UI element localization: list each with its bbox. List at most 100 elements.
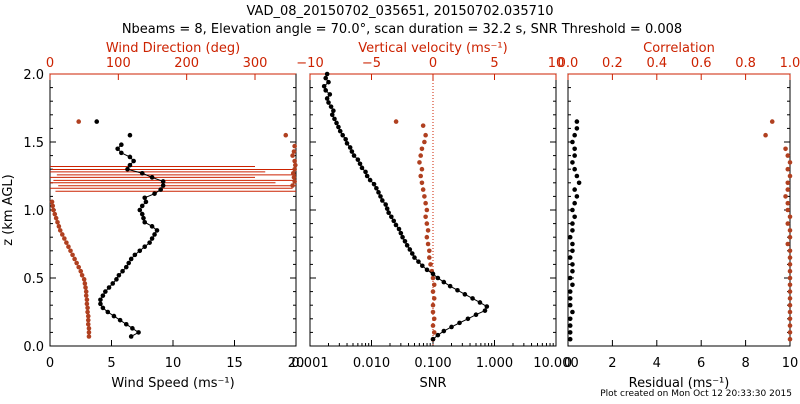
vertical-velocity-point <box>427 255 432 260</box>
x-tick-label-top: −10 <box>296 56 323 71</box>
residual-point <box>570 160 575 165</box>
wind-speed-point <box>98 297 103 303</box>
wind-direction-point <box>64 240 69 245</box>
wind-speed-point <box>127 154 133 160</box>
snr-point <box>416 259 421 264</box>
vertical-velocity-point <box>424 221 430 226</box>
snr-point <box>324 96 330 101</box>
residual-point <box>572 187 577 192</box>
wind-direction-point <box>72 256 77 262</box>
wind-direction-upper-point <box>291 175 297 180</box>
snr-point <box>441 328 447 334</box>
wind-speed-point <box>158 187 163 192</box>
wind-speed-point <box>119 150 124 156</box>
wind-speed-point <box>123 321 129 327</box>
chart-subtitle: Nbeams = 8, Elevation angle = 70.0°, sca… <box>122 22 682 37</box>
correlation-point <box>787 275 793 281</box>
wind-direction-upper-point <box>292 143 297 149</box>
x-tick-label-bottom: 0.001 <box>291 356 328 371</box>
residual-point <box>567 330 573 335</box>
vertical-velocity-point <box>422 139 427 145</box>
residual-point <box>572 153 577 158</box>
snr-point <box>393 222 399 228</box>
wind-direction-point <box>84 301 90 307</box>
snr-point <box>331 108 336 114</box>
wind-direction-point <box>85 305 90 311</box>
snr-point <box>376 190 381 195</box>
correlation-outlier <box>769 119 775 124</box>
wind-speed-point <box>123 264 129 270</box>
snr-point <box>328 104 334 109</box>
wind-speed-outlier <box>94 119 100 124</box>
residual-point <box>567 336 573 342</box>
wind-direction-point <box>55 219 60 225</box>
correlation-point <box>785 187 791 192</box>
x-tick-label-top: 0 <box>429 56 437 71</box>
residual-point <box>570 268 575 274</box>
correlation-point <box>787 302 793 308</box>
vertical-velocity-point <box>419 146 425 152</box>
wind-speed-point <box>100 293 106 298</box>
correlation-point <box>785 180 791 186</box>
vertical-velocity-point <box>418 173 424 179</box>
vertical-velocity-outlier <box>420 123 426 128</box>
x-tick-label-top: 300 <box>243 56 268 71</box>
wind-speed-point <box>139 203 145 209</box>
snr-point <box>326 79 331 85</box>
snr-point <box>477 300 483 305</box>
snr-point <box>449 324 454 330</box>
residual-point <box>574 173 580 179</box>
snr-point <box>343 136 348 142</box>
residual-point <box>570 221 575 226</box>
snr-point <box>340 132 345 138</box>
wind-direction-upper-point <box>293 162 298 168</box>
wind-speed-point <box>137 248 143 254</box>
vertical-velocity-point <box>430 275 436 281</box>
vertical-velocity-point <box>430 309 436 315</box>
vertical-velocity-point <box>425 241 431 247</box>
wind-direction-outlier <box>283 132 289 138</box>
x-tick-label-top: 0 <box>46 56 54 71</box>
wind-direction-point <box>57 228 63 233</box>
wind-direction-upper-point <box>290 170 296 176</box>
snr-point <box>407 247 413 252</box>
snr-point <box>435 275 441 281</box>
correlation-point <box>787 268 793 274</box>
x-axis-label-top: Vertical velocity (ms⁻¹) <box>358 41 507 56</box>
wind-direction-point <box>85 313 91 319</box>
correlation-point <box>785 166 791 172</box>
vertical-velocity-point <box>428 262 433 267</box>
wind-speed-point <box>142 244 148 250</box>
correlation-point <box>787 309 793 315</box>
wind-direction-point <box>79 272 85 278</box>
correlation-point <box>787 289 793 294</box>
wind-direction-upper-point <box>292 166 297 172</box>
snr-point <box>462 292 468 297</box>
wind-direction-upper-point <box>290 183 295 188</box>
snr-point <box>441 279 447 285</box>
correlation-point <box>787 282 793 288</box>
correlation-outlier <box>763 132 768 138</box>
snr-point <box>430 271 436 277</box>
snr-point <box>326 100 331 105</box>
wind-speed-point <box>160 183 166 188</box>
x-axis-label-bottom: Wind Speed (ms⁻¹) <box>111 376 234 391</box>
wind-speed-point <box>100 305 106 311</box>
wind-speed-point <box>128 334 134 339</box>
correlation-point <box>785 221 791 226</box>
wind-speed-point <box>147 240 152 245</box>
vertical-velocity-point <box>430 289 436 294</box>
snr-point <box>364 173 370 179</box>
correlation-point <box>787 255 793 260</box>
wind-speed-point <box>114 277 119 282</box>
residual-point <box>570 262 575 267</box>
x-tick-label-bottom: 0.100 <box>414 356 451 371</box>
x-tick-label-bottom: 8 <box>741 356 749 371</box>
residual-point <box>572 200 577 206</box>
snr-point <box>332 116 337 122</box>
wind-direction-point <box>49 199 55 205</box>
vertical-velocity-point <box>430 302 436 308</box>
vertical-velocity-point <box>422 194 427 199</box>
wind-speed-point <box>120 268 125 274</box>
